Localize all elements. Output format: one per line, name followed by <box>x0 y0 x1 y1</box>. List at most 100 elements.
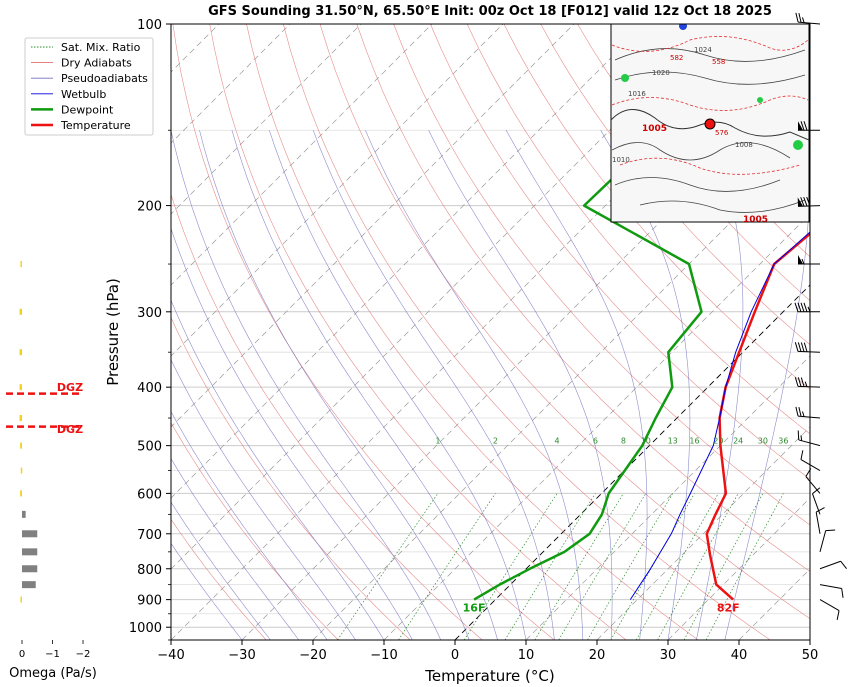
pseudoadiabat-38 <box>724 130 810 640</box>
map-coastline <box>611 109 809 141</box>
map-isobar-4 <box>614 177 781 192</box>
isotherm--90 <box>171 24 433 286</box>
wind-barb-staff <box>805 476 821 494</box>
mixing-ratio-label-1: 1 <box>435 437 440 446</box>
dry-adiabat-100 <box>503 24 810 390</box>
x-tick-label-30: 30 <box>660 648 677 663</box>
wind-barb-flag <box>800 197 805 207</box>
map-label-3: 1010 <box>612 156 630 164</box>
sounding-profiles <box>473 24 810 601</box>
wind-barb-flag <box>803 196 808 207</box>
map-precip-2 <box>793 140 803 150</box>
dry-adiabat-70 <box>393 24 810 526</box>
isotherm-50 <box>809 639 810 640</box>
mixing-ratio-line-10 <box>558 493 647 640</box>
mixing-ratio-label-13: 13 <box>668 437 678 446</box>
wind-barb-flag <box>797 377 802 387</box>
mixing-ratio-line-6 <box>504 493 596 640</box>
wind-barb-800 <box>819 560 847 570</box>
wind-barb-flag <box>841 588 844 598</box>
wind-barb-flag <box>803 302 808 312</box>
mixing-ratio-line-30 <box>683 493 764 640</box>
x-axis-label: Temperature (°C) <box>424 667 554 685</box>
legend-label-0: Sat. Mix. Ratio <box>61 41 141 54</box>
axes: −40 −30 −20 −10 0 10 20 30 40 5010020030040050060… <box>129 18 818 663</box>
wind-barb-flag <box>812 487 821 495</box>
y-tick-label-600: 600 <box>137 487 162 502</box>
wind-barb-flag <box>825 529 836 532</box>
omega-bar-10 <box>22 548 38 556</box>
mixing-ratio-line-36 <box>705 493 784 640</box>
map-label-7: 576 <box>715 129 729 137</box>
map-isobar-3 <box>611 142 791 161</box>
wind-barb-staff <box>815 512 821 534</box>
omega-bar-2 <box>19 349 22 356</box>
mixing-ratio-line-20 <box>635 493 719 640</box>
y-tick-label-800: 800 <box>137 563 162 578</box>
x-tick-label-50: 50 <box>802 648 819 663</box>
dry-adiabat--10 <box>171 316 411 640</box>
wind-barb-flag <box>798 13 802 23</box>
wind-barb-200 <box>797 196 821 207</box>
map-thickness-1 <box>611 36 809 52</box>
omega-bar-11 <box>22 565 38 573</box>
wetbulb-profile <box>629 231 810 600</box>
map-isobar-2 <box>614 71 806 85</box>
legend-label-4: Dewpoint <box>61 103 114 116</box>
dry-adiabat-20 <box>209 24 627 640</box>
wind-barb-350 <box>794 342 821 353</box>
mixing-ratio-label-24: 24 <box>733 437 743 446</box>
wind-barb-flag <box>800 450 804 460</box>
omega-tick-label-2: −2 <box>76 649 91 660</box>
wind-barb-half-flag <box>804 381 808 387</box>
mixing-ratio-line-4 <box>463 493 558 640</box>
omega-bar-0 <box>20 261 22 268</box>
wind-barb-flag <box>798 407 802 417</box>
map-thickness-2 <box>611 95 809 111</box>
wind-barb-450 <box>795 406 821 419</box>
mixing-ratio-label-16: 16 <box>689 437 699 446</box>
pseudoadiabat-26 <box>505 130 648 640</box>
wind-barb-flag <box>800 342 805 352</box>
dry-adiabat-80 <box>430 24 810 480</box>
wind-barb-750 <box>819 529 836 552</box>
omega-tick-label-1: −1 <box>45 649 60 660</box>
pseudoadiabat-18 <box>365 130 584 640</box>
isotherm-10 <box>525 355 810 640</box>
map-label-1: 1005 <box>743 215 768 225</box>
mixing-ratio-label-36: 36 <box>778 437 788 446</box>
wind-barb-staff <box>797 385 821 388</box>
y-tick-label-100: 100 <box>137 18 162 33</box>
omega-bar-6 <box>20 467 23 474</box>
wind-barb-300 <box>794 302 820 313</box>
dry-adiabat-30 <box>246 24 699 640</box>
wind-barb-flag <box>815 507 825 513</box>
map-label-0: 1005 <box>642 124 667 134</box>
mixing-ratio-label-30: 30 <box>758 437 768 446</box>
pseudoadiabat--22 <box>171 457 300 640</box>
x-tick-label--30: −30 <box>228 648 255 663</box>
omega-tick-label-0: 0 <box>19 649 25 660</box>
omega-bar-4 <box>19 415 22 422</box>
x-tick-label-20: 20 <box>589 648 606 663</box>
x-tick-label--20: −20 <box>299 648 326 663</box>
pseudoadiabat-22 <box>428 130 613 640</box>
wind-barb-staff <box>798 21 821 25</box>
wind-barb-pennant <box>797 197 804 207</box>
mixing-ratio-label-2: 2 <box>493 437 498 446</box>
wind-barb-flag <box>800 377 805 387</box>
legend-label-5: Temperature <box>60 119 131 132</box>
pseudoadiabat-10 <box>269 130 527 640</box>
omega-bar-8 <box>22 510 26 518</box>
wind-barb-flag <box>806 196 811 207</box>
pseudoadiabat--30 <box>171 542 243 640</box>
omega-bar-5 <box>20 442 22 449</box>
isotherm--80 <box>171 24 504 357</box>
wind-barb-staff <box>797 205 821 207</box>
wind-barb-900 <box>819 599 840 621</box>
wind-barb-staff <box>819 560 841 570</box>
dewpoint-profile <box>473 24 767 601</box>
y-tick-label-400: 400 <box>137 381 162 396</box>
isotherm-30 <box>667 497 810 640</box>
